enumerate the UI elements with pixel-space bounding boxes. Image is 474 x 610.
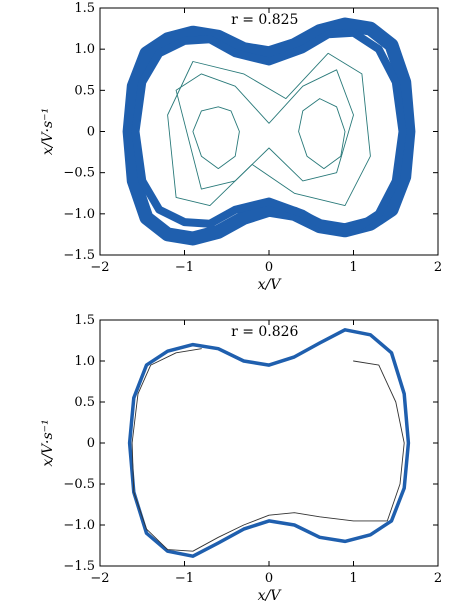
- series-line-4: [175, 69, 354, 190]
- series-line-1: [131, 28, 407, 235]
- x-tick-label: 1: [349, 571, 357, 586]
- x-tick-label: 0: [265, 260, 273, 275]
- chart-bottom: −2 −1 0 1 2 1.5 1.0 0.5 0 −0.5 −1.0 −1.5 r = 0.826 x/…: [40, 313, 442, 604]
- y-tick-label: 1.0: [74, 354, 95, 369]
- y-tick-label: 1.5: [74, 313, 95, 328]
- y-tick-label: −1.0: [63, 518, 95, 533]
- series-line-5: [167, 52, 371, 207]
- annotation-label: r = 0.825: [231, 12, 298, 28]
- x-tick-label: 2: [434, 260, 442, 275]
- y-tick-label: 0.5: [74, 395, 95, 410]
- series-group: [127, 328, 411, 558]
- y-tick-label: −1.5: [63, 559, 95, 574]
- x-axis-label: x/V: [258, 588, 283, 604]
- series-line-3: [298, 98, 346, 170]
- x-tick-label: −1: [175, 260, 194, 275]
- y-tick-label: 0: [87, 125, 95, 140]
- series-group: [122, 17, 416, 246]
- x-tick-label: −2: [90, 260, 109, 275]
- annotation-label: r = 0.826: [231, 324, 298, 340]
- y-tick-label: 0: [87, 436, 95, 451]
- plot-frame: [99, 319, 439, 567]
- x-tick-label: −2: [90, 571, 109, 586]
- y-tick-label: −0.5: [63, 166, 95, 181]
- y-tick-label: −1.5: [63, 248, 95, 263]
- y-tick-label: 1.0: [74, 42, 95, 57]
- series-line-2: [192, 106, 240, 170]
- x-tick-label: 2: [434, 571, 442, 586]
- y-axis-label: x/V·s⁻¹: [40, 419, 56, 466]
- y-tick-label: −1.0: [63, 207, 95, 222]
- y-axis-label: x/V·s⁻¹: [40, 108, 56, 155]
- x-tick-label: 1: [349, 260, 357, 275]
- chart-top: −2 −1 0 1 2 1.5 1.0 0.5 0 −0.5 −1.0 −1.5 r = 0.825 x/…: [40, 1, 442, 293]
- series-line-0: [127, 328, 411, 558]
- x-axis-label: x/V: [258, 277, 283, 293]
- y-tick-label: 1.5: [74, 1, 95, 16]
- x-tick-label: 0: [265, 571, 273, 586]
- y-tick-label: −0.5: [63, 477, 95, 492]
- series-line-1: [131, 348, 405, 552]
- y-tick-label: 0.5: [74, 83, 95, 98]
- series-line-0: [122, 17, 416, 246]
- x-tick-label: −1: [175, 571, 194, 586]
